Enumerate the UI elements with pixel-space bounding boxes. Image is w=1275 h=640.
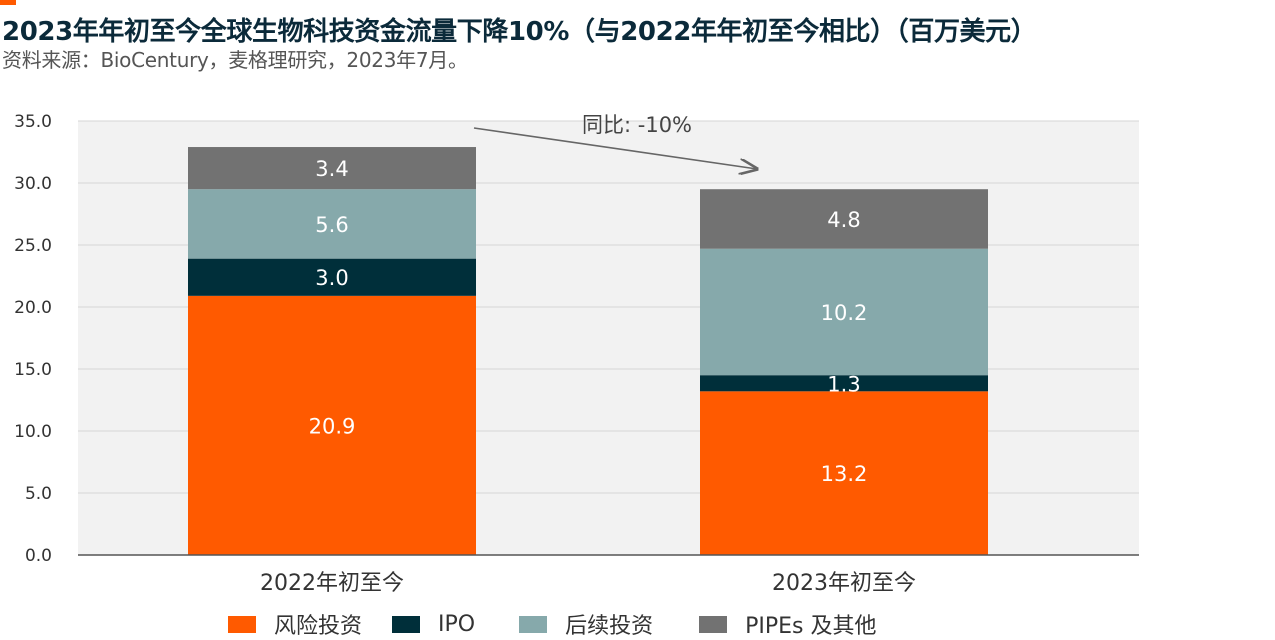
bar-segment: [188, 189, 476, 259]
legend-swatch-followon: [519, 615, 548, 633]
bar-value-label: 3.4: [315, 157, 348, 181]
bar-value-label: 13.2: [821, 462, 868, 486]
y-tick-label: 25.0: [14, 236, 52, 256]
yoy-arrow: [473, 127, 757, 169]
legend-swatch-venture: [228, 615, 256, 633]
legend-label-followon: 后续投资: [565, 614, 654, 639]
bar-value-label: 1.3: [827, 372, 860, 396]
bar-segment: [188, 258, 476, 296]
y-tick-label: 20.0: [14, 298, 52, 318]
bar-segment: [700, 248, 988, 376]
y-tick-label: 10.0: [14, 422, 52, 442]
legend-swatch-ipo: [392, 615, 421, 633]
bar-value-label: 4.8: [827, 208, 860, 232]
legend-swatch-pipes: [699, 615, 728, 633]
legend-item-venture: 风险投资: [228, 608, 362, 640]
y-tick-label: 15.0: [14, 360, 52, 380]
x-category-label: 2022年初至今: [260, 571, 404, 596]
legend-item-ipo: IPO: [392, 612, 475, 637]
chart-source: 资料来源：BioCentury，麦格理研究，2023年7月。: [2, 48, 468, 72]
y-tick-label: 35.0: [14, 112, 52, 132]
bar-segment: [700, 391, 988, 555]
legend-item-pipes: PIPEs 及其他: [699, 608, 877, 640]
bar-value-label: 20.9: [309, 414, 356, 438]
accent-bar: [0, 0, 16, 5]
bar-value-label: 5.6: [315, 213, 348, 237]
bar-segment: [700, 189, 988, 249]
bar-value-label: 10.2: [821, 301, 868, 325]
legend-item-followon: 后续投资: [519, 608, 653, 640]
y-tick-label: 0.0: [25, 546, 52, 566]
bar-segment: [188, 295, 476, 555]
x-category-label: 2023年初至今: [772, 571, 916, 596]
chart-title: 2023年年初至今全球生物科技资金流量下降10%（与2022年年初至今相比）（百…: [2, 17, 1037, 47]
legend-label-ipo: IPO: [438, 611, 476, 637]
bar-value-label: 3.0: [315, 266, 348, 290]
bar-segment: [700, 375, 988, 392]
y-tick-label: 5.0: [25, 484, 52, 504]
y-tick-label: 30.0: [14, 174, 52, 194]
legend-label-venture: 风险投资: [274, 614, 363, 639]
yoy-annotation: 同比: -10%: [582, 113, 692, 137]
legend-label-pipes: PIPEs 及其他: [745, 614, 877, 639]
bar-segment: [188, 147, 476, 190]
legend: 风险投资 IPO 后续投资 PIPEs 及其他: [228, 608, 877, 640]
